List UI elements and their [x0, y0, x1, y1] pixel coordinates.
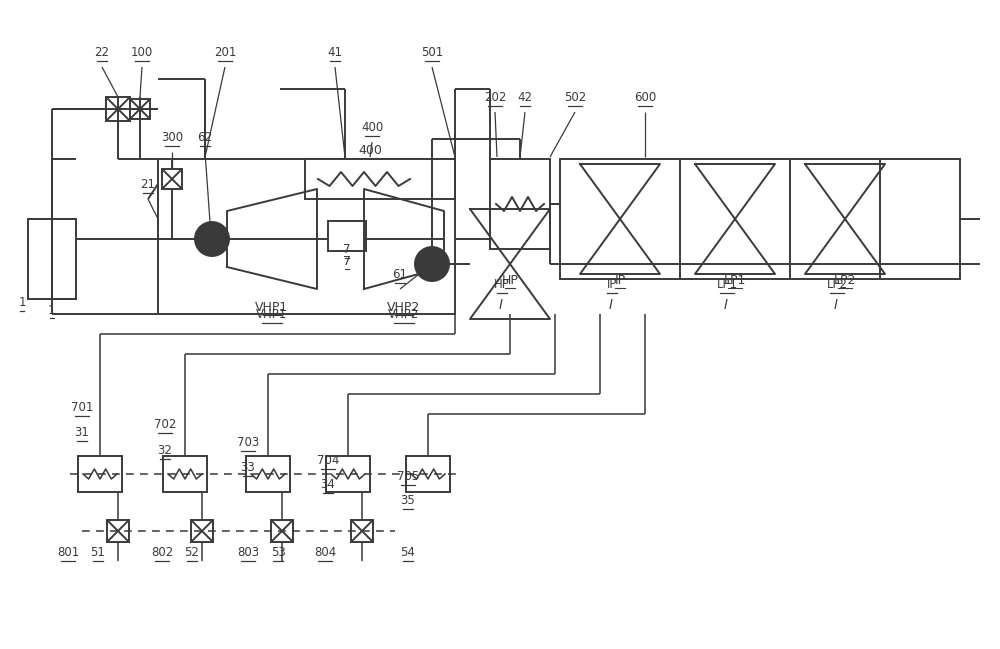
- Bar: [191, 520, 213, 542]
- Text: 35: 35: [401, 494, 415, 507]
- Text: 7: 7: [343, 255, 351, 268]
- Text: 400: 400: [361, 121, 383, 134]
- Text: LP1: LP1: [724, 274, 746, 287]
- Text: IP: IP: [614, 274, 626, 287]
- Bar: [78, 456, 122, 492]
- Text: 42: 42: [518, 91, 532, 104]
- Text: 400: 400: [358, 144, 382, 157]
- Text: 7: 7: [343, 243, 351, 256]
- Text: 33: 33: [241, 461, 255, 474]
- Bar: [490, 159, 550, 249]
- Bar: [560, 159, 960, 279]
- Text: 53: 53: [271, 546, 285, 559]
- Bar: [163, 456, 207, 492]
- Text: 41: 41: [328, 46, 342, 59]
- Text: IP: IP: [607, 278, 617, 291]
- Text: 803: 803: [237, 546, 259, 559]
- Text: 704: 704: [317, 454, 339, 467]
- Text: 804: 804: [314, 546, 336, 559]
- Text: 202: 202: [484, 91, 506, 104]
- Bar: [406, 456, 450, 492]
- Bar: [106, 97, 130, 121]
- Text: 31: 31: [75, 426, 89, 439]
- Text: 502: 502: [564, 91, 586, 104]
- Text: 52: 52: [185, 546, 199, 559]
- Bar: [328, 221, 366, 251]
- Text: 701: 701: [71, 401, 93, 414]
- Text: LP2: LP2: [834, 274, 856, 287]
- Bar: [28, 219, 76, 299]
- Text: VHP1: VHP1: [256, 308, 288, 321]
- Text: 501: 501: [421, 46, 443, 59]
- Text: 801: 801: [57, 546, 79, 559]
- Text: 201: 201: [214, 46, 236, 59]
- Circle shape: [415, 247, 449, 281]
- Text: 100: 100: [131, 46, 153, 59]
- Text: VHP1: VHP1: [255, 301, 289, 314]
- Bar: [130, 99, 150, 119]
- Text: 54: 54: [401, 546, 415, 559]
- Text: HP: HP: [502, 274, 518, 287]
- Text: 22: 22: [94, 46, 110, 59]
- Bar: [326, 456, 370, 492]
- Text: 62: 62: [198, 131, 212, 144]
- Circle shape: [195, 222, 229, 256]
- Text: 703: 703: [237, 436, 259, 449]
- Bar: [351, 520, 373, 542]
- Text: VHP2: VHP2: [388, 308, 420, 321]
- Bar: [107, 520, 129, 542]
- Text: 300: 300: [161, 131, 183, 144]
- Text: LP2: LP2: [826, 278, 848, 291]
- Text: 600: 600: [634, 91, 656, 104]
- Text: 802: 802: [151, 546, 173, 559]
- Text: HP: HP: [494, 278, 510, 291]
- Bar: [305, 159, 455, 199]
- Text: 34: 34: [321, 478, 335, 491]
- Text: 51: 51: [91, 546, 105, 559]
- Text: 61: 61: [392, 268, 408, 281]
- Text: 702: 702: [154, 418, 176, 431]
- Text: 705: 705: [397, 470, 419, 483]
- Bar: [271, 520, 293, 542]
- Bar: [162, 169, 182, 189]
- Bar: [246, 456, 290, 492]
- Text: 32: 32: [158, 444, 172, 457]
- Text: 1: 1: [18, 296, 26, 309]
- Text: 1: 1: [48, 304, 56, 317]
- Text: LP1: LP1: [716, 278, 738, 291]
- Text: 21: 21: [140, 178, 156, 191]
- Text: VHP2: VHP2: [387, 301, 421, 314]
- Bar: [158, 159, 455, 314]
